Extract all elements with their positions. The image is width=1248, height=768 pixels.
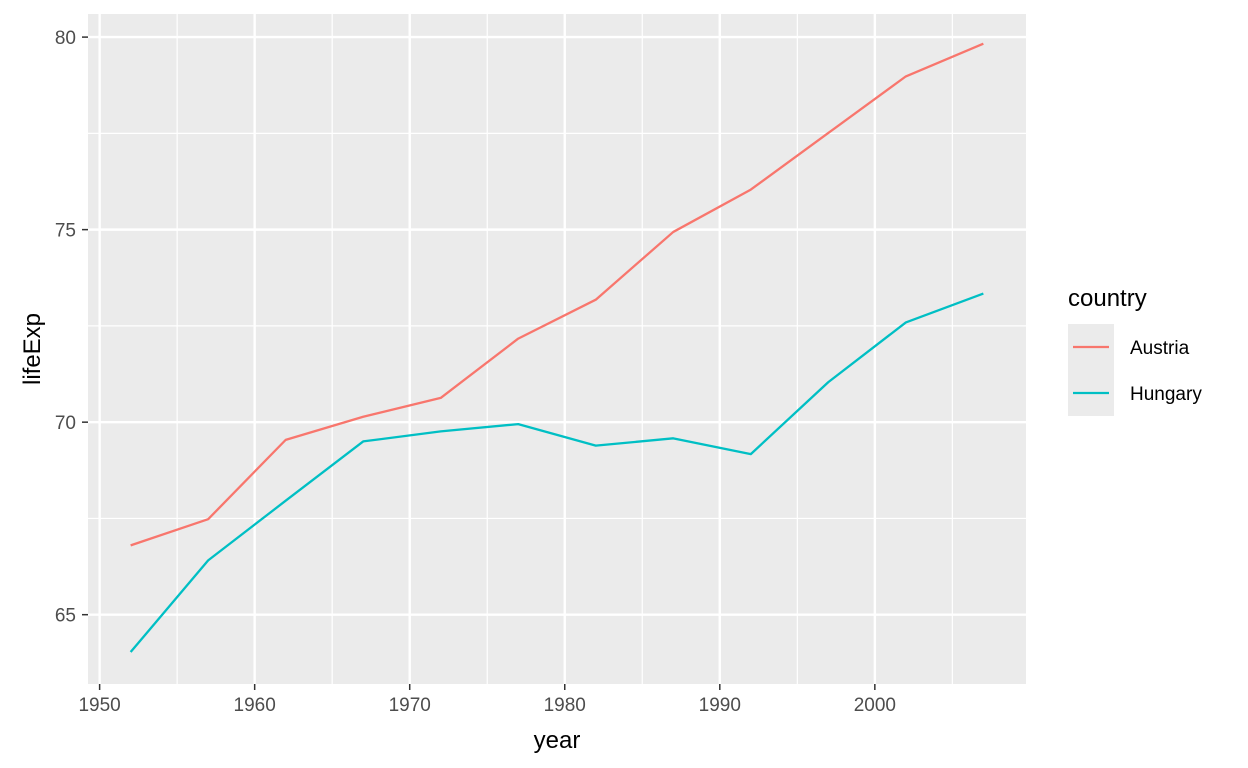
axis-ticks <box>82 36 876 690</box>
x-tick-label: 2000 <box>854 695 896 716</box>
major-gridlines <box>88 14 1026 684</box>
series-line-austria <box>130 42 984 547</box>
x-tick-label: 1980 <box>544 695 586 716</box>
y-tick-label: 65 <box>55 606 76 627</box>
series-line-hungary <box>129 292 984 653</box>
series-lines <box>129 42 984 653</box>
x-tick-label: 1990 <box>699 695 741 716</box>
legend-title: country <box>1068 285 1147 312</box>
legend-label-austria: Austria <box>1130 338 1190 359</box>
tick-labels: 1950 1960 1970 1980 1990 2000 65 70 75 80 <box>55 28 896 716</box>
y-tick-label: 70 <box>55 413 76 434</box>
x-tick-label: 1960 <box>234 695 276 716</box>
y-axis-title: lifeExp <box>19 313 46 385</box>
legend-items: Austria Hungary <box>1068 324 1202 416</box>
x-axis-title: year <box>534 727 581 754</box>
x-tick-label: 1950 <box>78 695 120 716</box>
y-tick-label: 80 <box>55 28 76 49</box>
plot-panel <box>88 14 1026 684</box>
legend-label-hungary: Hungary <box>1130 384 1202 405</box>
x-tick-label: 1970 <box>389 695 431 716</box>
minor-gridlines <box>88 14 1026 684</box>
legend: country Austria Hungary <box>1068 285 1202 416</box>
y-tick-label: 75 <box>55 221 76 242</box>
